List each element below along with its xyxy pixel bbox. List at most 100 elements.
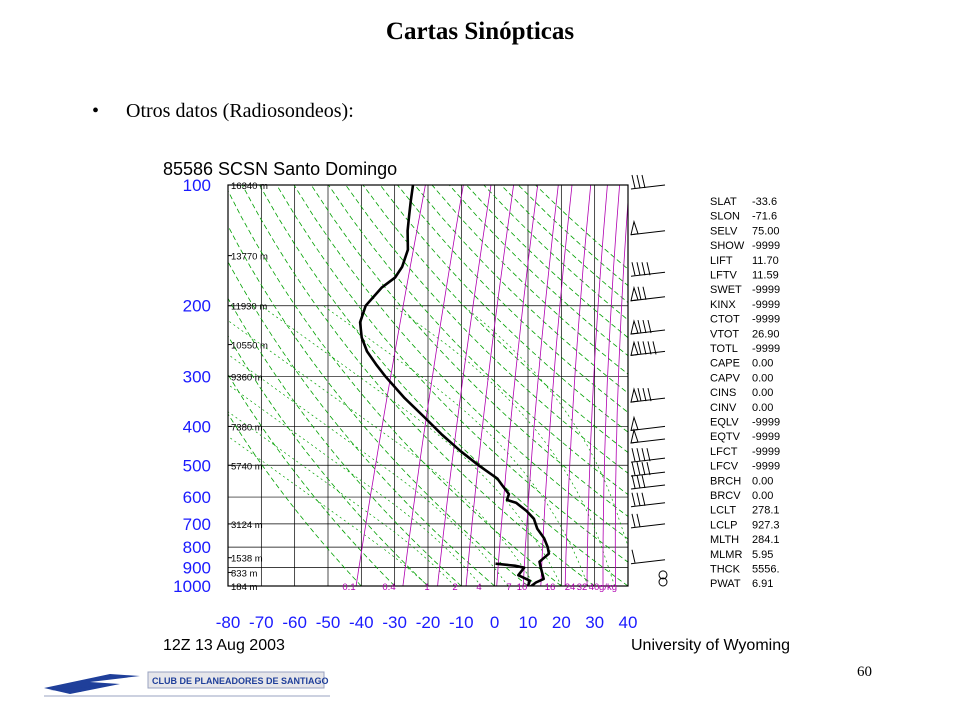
temp-tick-label: 20	[552, 613, 571, 632]
index-value: 11.59	[752, 270, 779, 282]
index-label: SLON	[710, 211, 740, 223]
wind-barb	[630, 319, 666, 335]
index-value: -9999	[752, 417, 780, 429]
index-label: LFCV	[710, 461, 739, 473]
dry-adiabat	[397, 185, 628, 413]
wind-barb	[658, 577, 668, 587]
mixing-ratio-line	[602, 185, 620, 586]
barb-shaft	[630, 523, 666, 529]
index-value: -9999	[752, 446, 780, 458]
barb-feather	[642, 319, 647, 334]
temp-tick-label: -10	[449, 613, 474, 632]
dry-adiabat	[228, 225, 529, 586]
chart-title: 85586 SCSN Santo Domingo	[163, 159, 397, 179]
sounding-profile-line	[358, 185, 551, 586]
index-value: 5556.	[752, 564, 780, 576]
height-label: 7380 m	[231, 422, 263, 433]
barb-feather	[641, 262, 646, 276]
index-value: -9999	[752, 240, 780, 252]
index-label: LCLT	[710, 505, 736, 517]
mixing-ratio-label: 32	[577, 582, 588, 593]
pressure-tick-label: 500	[183, 456, 211, 475]
pressure-tick-label: 700	[183, 515, 211, 534]
index-label: EQTV	[710, 431, 741, 443]
index-value: 927.3	[752, 519, 780, 531]
index-label: CAPV	[710, 372, 741, 384]
dry-adiabat	[535, 185, 628, 270]
dry-adiabat	[228, 297, 462, 586]
mixing-ratio-label: 0.1	[342, 582, 355, 593]
barb-feather	[637, 341, 642, 355]
barb-feather	[646, 262, 651, 276]
wind-barb	[630, 462, 666, 477]
mixing-ratio-label: 2	[452, 582, 457, 593]
mixing-ratio-line	[496, 185, 539, 586]
height-label: 10550 m	[231, 341, 268, 352]
mixing-ratio-label: 24	[565, 582, 576, 593]
mixing-ratio-line	[586, 185, 608, 586]
index-value: -71.6	[752, 211, 777, 223]
barb-feather	[636, 262, 641, 276]
mixing-ratio-line	[564, 185, 592, 586]
barb-shaft	[630, 471, 666, 477]
barb-feather	[641, 448, 646, 462]
dry-adiabat	[228, 335, 429, 586]
temp-tick-label: -40	[349, 613, 374, 632]
barb-shaft	[630, 484, 666, 490]
barb-pennant	[630, 340, 639, 357]
club-logo: CLUB DE PLANEADORES DE SANTIAGO	[44, 671, 330, 697]
glider-icon	[44, 674, 140, 694]
mixing-ratio-line	[614, 195, 628, 586]
mixing-ratio-label: 40	[589, 582, 600, 593]
barb-feather	[631, 474, 636, 489]
barb-feather	[642, 388, 647, 402]
observation-time: 12Z 13 Aug 2003	[163, 637, 285, 654]
wind-barb	[630, 285, 666, 302]
page-number: 60	[857, 664, 872, 680]
calm-wind-marker	[658, 570, 668, 580]
index-label: CTOT	[710, 314, 740, 326]
height-label: 11930 m	[231, 302, 267, 313]
pressure-tick-label: 800	[183, 538, 211, 557]
barb-feather	[637, 388, 642, 402]
source-credit: University of Wyoming	[631, 637, 790, 654]
height-label: 16340 m	[231, 181, 268, 192]
index-value: 26.90	[752, 328, 780, 340]
barb-feather	[631, 448, 636, 462]
barb-pennant	[630, 319, 639, 335]
barb-pennant	[630, 415, 639, 432]
index-value: 0.00	[752, 358, 773, 370]
temp-tick-label: -20	[416, 613, 441, 632]
dry-adiabat	[431, 185, 628, 375]
index-label: MLMR	[710, 549, 742, 561]
temp-tick-label: -60	[282, 613, 307, 632]
pressure-tick-label: 100	[183, 176, 211, 195]
temp-tick-label: -70	[249, 613, 274, 632]
index-value: -9999	[752, 284, 780, 296]
barb-feather	[636, 462, 641, 476]
index-value: -9999	[752, 461, 780, 473]
dry-adiabat	[228, 373, 395, 586]
barb-pennant	[630, 285, 639, 302]
barb-pennant	[630, 387, 639, 403]
index-label: CINS	[710, 387, 736, 399]
dry-adiabat	[379, 185, 628, 433]
index-label: SLAT	[710, 196, 737, 208]
moist-adiabat	[463, 305, 628, 548]
moist-adiabat	[228, 384, 482, 586]
index-label: LIFT	[710, 255, 733, 267]
barb-feather	[631, 462, 636, 476]
barb-feather	[642, 341, 647, 355]
index-value: 75.00	[752, 225, 780, 237]
barb-feather	[652, 341, 657, 355]
mixing-ratio-line	[402, 185, 464, 586]
barb-feather	[641, 174, 646, 189]
pressure-tick-label: 600	[183, 488, 211, 507]
index-label: BRCV	[710, 490, 741, 502]
dry-adiabat	[259, 185, 628, 586]
barb-feather	[641, 462, 646, 476]
dry-adiabat	[293, 185, 628, 540]
dry-adiabat	[276, 185, 628, 563]
barb-feather	[636, 513, 641, 527]
wind-barb	[630, 174, 666, 190]
